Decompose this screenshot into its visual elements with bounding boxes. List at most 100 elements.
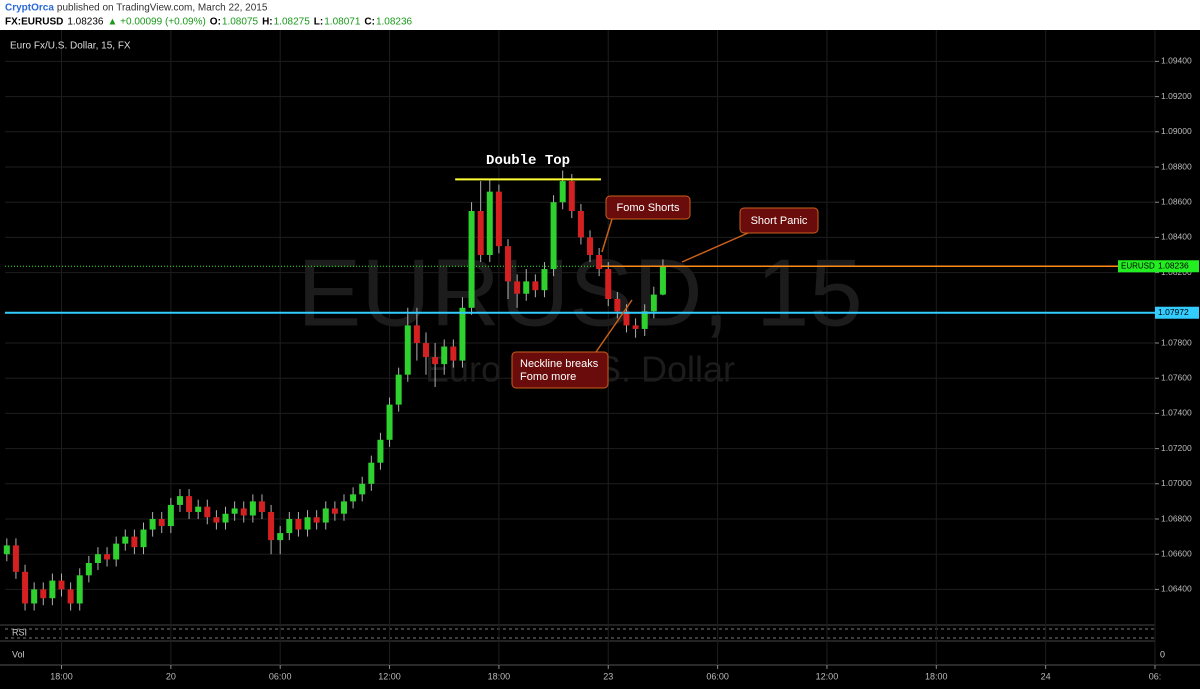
symbol-tag [1118, 260, 1155, 273]
candle-body [40, 589, 47, 599]
candle-body [222, 513, 229, 523]
header-bg [0, 0, 1200, 30]
candle-body [240, 508, 247, 516]
candle-body [331, 508, 338, 514]
y-tick-label: 1.06600 [1161, 548, 1192, 558]
candle-body [22, 571, 29, 604]
neckline-tag [1155, 306, 1199, 319]
candle-body [258, 501, 265, 512]
candle-body [477, 211, 484, 255]
candle-body [441, 346, 448, 365]
candle-body [350, 494, 357, 502]
neckline-label: 1.07972 [1158, 307, 1189, 317]
callout-pointer [595, 299, 633, 353]
candle-body [295, 519, 302, 530]
x-tick-label: 06:00 [269, 671, 292, 681]
watermark: EURUSD, 15 [297, 239, 863, 346]
callout-box [739, 207, 819, 234]
candle-body [3, 545, 10, 555]
y-tick-label: 1.07400 [1161, 408, 1192, 418]
quote-part: FX:EURUSD [5, 17, 63, 28]
candle-body [486, 191, 493, 255]
candle-body [49, 580, 56, 599]
x-tick-label: 18:00 [925, 671, 948, 681]
x-tick-label: 18:00 [488, 671, 511, 681]
candle-body [596, 255, 603, 270]
callout-box [511, 351, 609, 389]
candle-body [58, 580, 65, 590]
quote-part: 1.08275 [274, 17, 311, 28]
candle-body [395, 374, 402, 405]
candle-body [422, 343, 429, 358]
candle-body [67, 589, 74, 604]
chart-title: Euro Fx/U.S. Dollar, 15, FX [10, 41, 131, 52]
callout-text: Fomo Shorts [617, 202, 680, 214]
candle-body [140, 529, 147, 548]
quote-part: 1.08236 [376, 17, 413, 28]
candle-body [432, 357, 439, 365]
y-tick-label: 1.07000 [1161, 478, 1192, 488]
y-tick-label: 1.09000 [1161, 126, 1192, 136]
candle-body [532, 281, 539, 291]
y-tick-label: 1.07800 [1161, 337, 1192, 347]
quote-part: 1.08075 [222, 17, 259, 28]
candle-body [650, 294, 657, 312]
volume-zero: 0 [1160, 649, 1165, 659]
quote-part: 1.08236 [67, 17, 104, 28]
x-tick-label: 18:00 [50, 671, 73, 681]
candle-body [204, 506, 211, 518]
candle-body [404, 325, 411, 375]
candle-body [286, 519, 293, 534]
candle-body [632, 325, 639, 329]
x-tick-label: 06:00 [706, 671, 729, 681]
callout-pointer [601, 218, 613, 253]
x-tick-label: 12:00 [378, 671, 401, 681]
author[interactable]: CryptOrca [5, 3, 54, 14]
x-tick-label: 23 [603, 671, 613, 681]
candle-body [459, 307, 466, 361]
candle-body [641, 311, 648, 329]
candle-body [514, 281, 521, 294]
x-tick-label: 20 [166, 671, 176, 681]
symbol-tag-label: EURUSD [1121, 261, 1155, 270]
x-tick-label: 06: [1149, 671, 1162, 681]
candle-body [322, 508, 329, 523]
callout-text: Neckline breaks [520, 358, 599, 370]
candle-body [167, 504, 174, 527]
y-tick-label: 1.08400 [1161, 232, 1192, 242]
candle-body [186, 496, 193, 512]
candle-body [468, 211, 475, 308]
candle-body [76, 575, 83, 604]
marks: Double Top [3, 153, 1155, 611]
candle-body [577, 211, 584, 238]
published: published on TradingView.com, March 22, … [57, 3, 268, 14]
candle-body [31, 589, 38, 604]
x-tick-label: 24 [1041, 671, 1051, 681]
candle-body [268, 511, 275, 541]
candle-body [158, 519, 165, 527]
candle-body [550, 202, 557, 270]
candle-body [605, 269, 612, 299]
price-tag [1155, 260, 1199, 273]
quote-part: 1.08071 [324, 17, 361, 28]
candle-body [587, 237, 594, 255]
y-tick-label: 1.07200 [1161, 443, 1192, 453]
candle-body [104, 554, 111, 560]
candle-body [304, 517, 311, 530]
callout-pointer [681, 232, 749, 263]
candle-body [113, 543, 120, 560]
candle-body [94, 554, 101, 563]
price-tag-label: 1.08236 [1158, 261, 1189, 271]
volume-label: Vol [12, 649, 25, 659]
y-tick-label: 1.09200 [1161, 91, 1192, 101]
candle-body [313, 517, 320, 523]
callout-text: Fomo more [520, 371, 576, 383]
candle-body [386, 404, 393, 440]
rsi-label: RSI [12, 627, 27, 637]
candle-body [249, 501, 256, 516]
y-tick-label: 1.07600 [1161, 372, 1192, 382]
y-tick-label: 1.06800 [1161, 513, 1192, 523]
candle-body [277, 533, 284, 541]
candle-body [131, 536, 138, 548]
